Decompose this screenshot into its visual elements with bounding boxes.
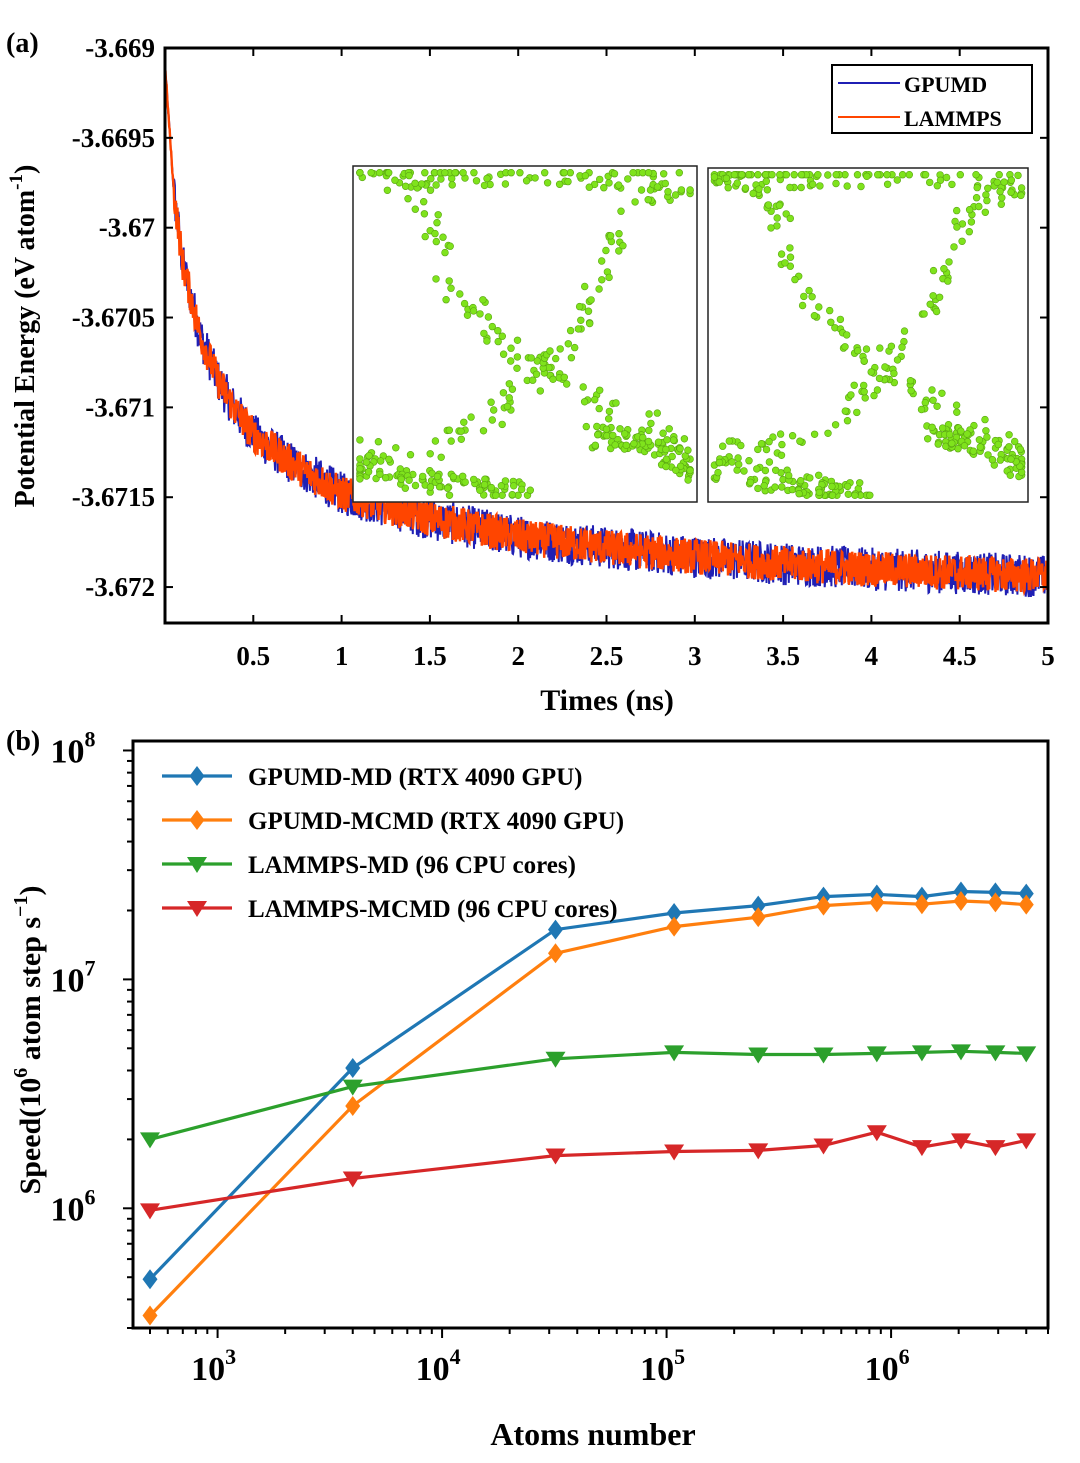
data-point — [813, 1047, 834, 1064]
panel-a-chart: 0.5 1 1.5 2 2.5 3 3.5 4 4.5 5 -3.669 -3.6695 -3.67 -3… — [6, 33, 1055, 717]
panel-b-frame — [131, 739, 1050, 1330]
legend-marker — [189, 810, 205, 830]
data-point — [869, 892, 885, 913]
panel-b-legend: GPUMD-MD (RTX 4090 GPU) GPUMD-MCMD (RTX 4… — [162, 764, 624, 923]
data-point — [1016, 1046, 1037, 1063]
x-tick-label: 104 — [416, 1344, 461, 1388]
y-tick-label: -3.6715 — [72, 482, 155, 512]
panel-b-ylabel: Speed(106 atom step s−1) — [10, 886, 47, 1195]
legend-marker — [189, 766, 205, 786]
data-point — [142, 1305, 158, 1326]
data-point — [950, 1044, 971, 1061]
series-line-lammps — [165, 68, 1048, 597]
series-line — [148, 899, 1027, 1317]
data-point — [545, 1051, 566, 1068]
x-tick-label: 3 — [688, 641, 702, 671]
legend-label-gpumd: GPUMD — [904, 72, 987, 97]
data-point — [950, 1133, 971, 1150]
x-tick-label: 106 — [865, 1344, 910, 1388]
legend-marker — [187, 857, 207, 873]
data-point — [1018, 883, 1034, 904]
x-tick-label: 1.5 — [413, 641, 447, 671]
data-point — [748, 1047, 769, 1064]
x-tick-label: 2 — [511, 641, 525, 671]
y-tick-label: 108 — [51, 726, 96, 770]
x-tick-label: 4.5 — [943, 641, 977, 671]
data-point — [1016, 1133, 1037, 1150]
data-point — [914, 894, 930, 915]
panel-b-xlabel: Atoms number — [490, 1416, 695, 1452]
atom-snapshot-1 — [352, 165, 698, 503]
data-point — [815, 895, 831, 916]
data-point — [342, 1171, 363, 1188]
data-point — [987, 892, 1003, 913]
series-1 — [142, 891, 1034, 1326]
x-tick-label: 3.5 — [766, 641, 800, 671]
series-2 — [139, 1044, 1037, 1149]
y-tick-label: 107 — [51, 955, 96, 999]
data-point — [547, 943, 563, 964]
x-tick-label: 4 — [865, 641, 879, 671]
data-point — [866, 1046, 887, 1063]
legend-label: GPUMD-MD (RTX 4090 GPU) — [248, 764, 582, 791]
y-tick-label: -3.669 — [85, 33, 155, 63]
legend-label: GPUMD-MCMD (RTX 4090 GPU) — [248, 808, 624, 835]
series-3 — [139, 1125, 1037, 1220]
data-point — [345, 1058, 361, 1079]
data-point — [911, 1140, 932, 1157]
data-point — [547, 919, 563, 940]
y-tick-label: -3.6695 — [72, 123, 155, 153]
data-point — [664, 1144, 685, 1161]
data-point — [985, 1045, 1006, 1062]
panel-a-legend: GPUMD LAMMPS — [831, 64, 1033, 134]
data-point — [813, 1138, 834, 1155]
y-tick-label: -3.67 — [99, 213, 155, 243]
data-point — [664, 1045, 685, 1062]
x-tick-label: 5 — [1041, 641, 1055, 671]
legend-label-lammps: LAMMPS — [904, 106, 1002, 131]
legend-label: LAMMPS-MD (96 CPU cores) — [248, 852, 576, 879]
data-point — [748, 1143, 769, 1160]
data-point — [666, 902, 682, 923]
atom-snapshot-2 — [707, 167, 1029, 503]
legend-label: LAMMPS-MCMD (96 CPU cores) — [248, 896, 618, 923]
x-tick-label: 105 — [640, 1344, 685, 1388]
series-line — [149, 1049, 1027, 1141]
panel-b-label: (b) — [6, 726, 40, 757]
data-point — [139, 1203, 160, 1220]
y-tick-label: -3.6705 — [72, 303, 155, 333]
data-point — [911, 1045, 932, 1062]
panel-a-label: (a) — [6, 28, 39, 59]
series-line — [148, 889, 1027, 1281]
data-point — [545, 1148, 566, 1165]
data-point — [987, 882, 1003, 903]
data-point — [345, 1095, 361, 1116]
data-point — [142, 1269, 158, 1290]
legend-marker — [187, 901, 207, 917]
data-point — [1018, 894, 1034, 915]
x-tick-label: 2.5 — [590, 641, 624, 671]
panel-b-chart: 103 104 105 106 106 107 108 GPUMD-MD (RTX 4090… — [10, 726, 1050, 1452]
x-tick-label: 103 — [191, 1344, 236, 1388]
data-point — [342, 1079, 363, 1096]
data-point — [985, 1140, 1006, 1157]
data-point — [666, 916, 682, 937]
panel-a-xlabel: Times (ns) — [540, 684, 674, 717]
y-tick-label: -3.671 — [85, 392, 155, 422]
data-point — [750, 895, 766, 916]
x-tick-label: 1 — [335, 641, 349, 671]
y-tick-label: -3.672 — [85, 572, 155, 602]
y-tick-label: 106 — [51, 1184, 96, 1228]
data-point — [866, 1125, 887, 1142]
panel-a-ylabel: Potential Energy (eV atom-1) — [6, 165, 41, 508]
data-point — [953, 891, 969, 912]
data-point — [139, 1132, 160, 1149]
x-tick-label: 0.5 — [236, 641, 270, 671]
data-point — [750, 907, 766, 928]
series-0 — [142, 881, 1034, 1290]
